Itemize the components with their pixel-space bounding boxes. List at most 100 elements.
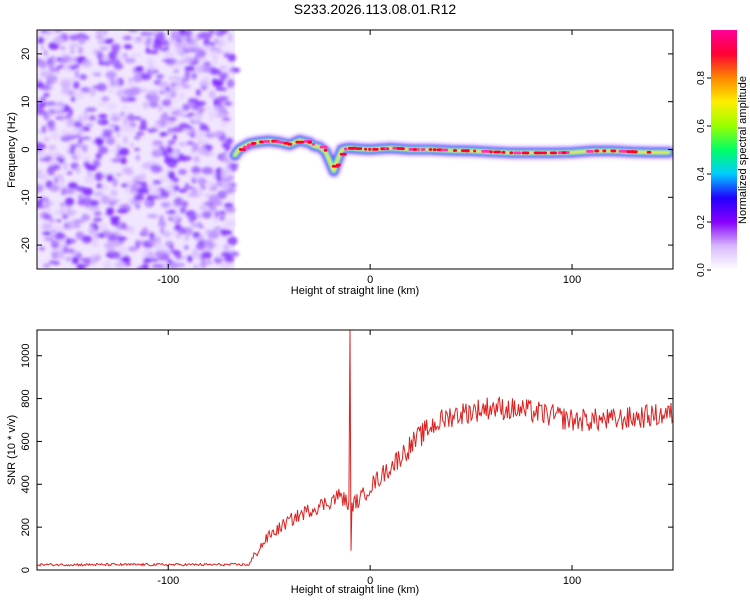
noise-blob [94,172,103,182]
noise-blob [75,134,81,138]
y-tick-label: 0 [20,567,32,573]
noise-blob [54,67,60,72]
noise-blob [122,117,128,126]
noise-blob [220,30,229,34]
noise-blob [60,187,68,193]
noise-blobs [37,30,241,269]
noise-blob [184,74,190,83]
noise-blob [135,131,145,136]
noise-blob [194,186,204,196]
noise-blob [115,143,122,151]
noise-blob [197,146,208,155]
noise-blob [220,169,226,179]
noise-blob [135,66,143,72]
noise-blob [184,234,190,242]
noise-blob [192,215,197,220]
noise-blob [214,210,219,219]
noise-blob [141,253,150,259]
noise-blob [43,49,48,57]
noise-blob [177,169,188,175]
noise-blob [156,73,164,79]
noise-blob [70,96,76,102]
noise-blob [214,256,223,264]
noise-blob [98,113,108,119]
track-hotspot [489,150,493,154]
noise-blob [67,182,78,189]
colorbar-tick-label: 0.2 [696,215,707,229]
noise-blob [201,251,212,259]
noise-blob [93,211,102,216]
noise-blob [111,158,123,163]
noise-blob [91,85,104,90]
noise-blob [179,156,189,162]
track-hotspot [630,150,638,154]
noise-blob [178,92,185,101]
noise-blob [109,198,120,203]
noise-blob [227,236,238,246]
noise-blob [219,262,232,269]
track-hotspot [323,148,328,152]
noise-blob [66,147,72,155]
noise-blob [80,86,91,93]
noise-blob [172,69,180,74]
noise-blob [92,72,102,76]
noise-blob [85,107,97,112]
track-hotspot [364,147,368,151]
noise-blob [72,219,84,224]
noise-blob [190,173,203,180]
noise-blob [207,231,219,240]
noise-blob [152,180,162,185]
noise-blob [226,160,231,168]
track-hotspot [501,150,506,154]
track-hotspot [481,150,491,153]
noise-blob [184,66,196,72]
noise-blob [197,56,209,61]
noise-blob [171,212,180,222]
noise-blob [202,76,211,81]
noise-blob [110,118,121,122]
noise-blob [154,32,166,41]
noise-blob [121,256,131,262]
noise-blob [45,201,55,205]
noise-blob [129,86,141,96]
y-tick-label: 10 [20,96,32,108]
noise-blob [101,96,110,102]
noise-blob [151,263,164,269]
track-hotspot [594,149,600,153]
noise-blob [100,196,112,204]
noise-blob [177,227,187,235]
track-hotspot [565,151,570,154]
noise-blob [39,246,45,251]
noise-blob [88,88,97,97]
noise-blob [140,171,146,176]
noise-blob [95,152,102,160]
noise-blob [226,219,236,228]
track-hotspot [263,140,271,143]
noise-blob [178,141,187,147]
track-hotspot [513,151,519,155]
noise-blob [160,188,167,197]
track-hotspot [420,148,426,151]
noise-blob [212,79,224,88]
noise-blob [62,82,71,90]
noise-blob [148,49,159,55]
noise-blob [212,216,219,223]
noise-blob [80,258,87,262]
noise-blob [64,67,72,73]
noise-blob [221,153,226,163]
noise-blob [175,233,182,239]
noise-blob [208,90,216,99]
noise-blob [160,39,168,43]
noise-blob [108,251,115,255]
noise-blob [40,30,48,33]
noise-blob [159,90,164,94]
x-tick-label: 100 [563,575,581,587]
noise-blob [74,69,80,79]
noise-blob [225,256,234,261]
snr-y-axis-label: SNR (10 * v/v) [6,415,18,485]
noise-blob [129,53,142,58]
noise-blob [93,191,102,198]
noise-blob [217,190,227,200]
track-hotspot [238,148,246,151]
noise-blob [221,228,228,237]
